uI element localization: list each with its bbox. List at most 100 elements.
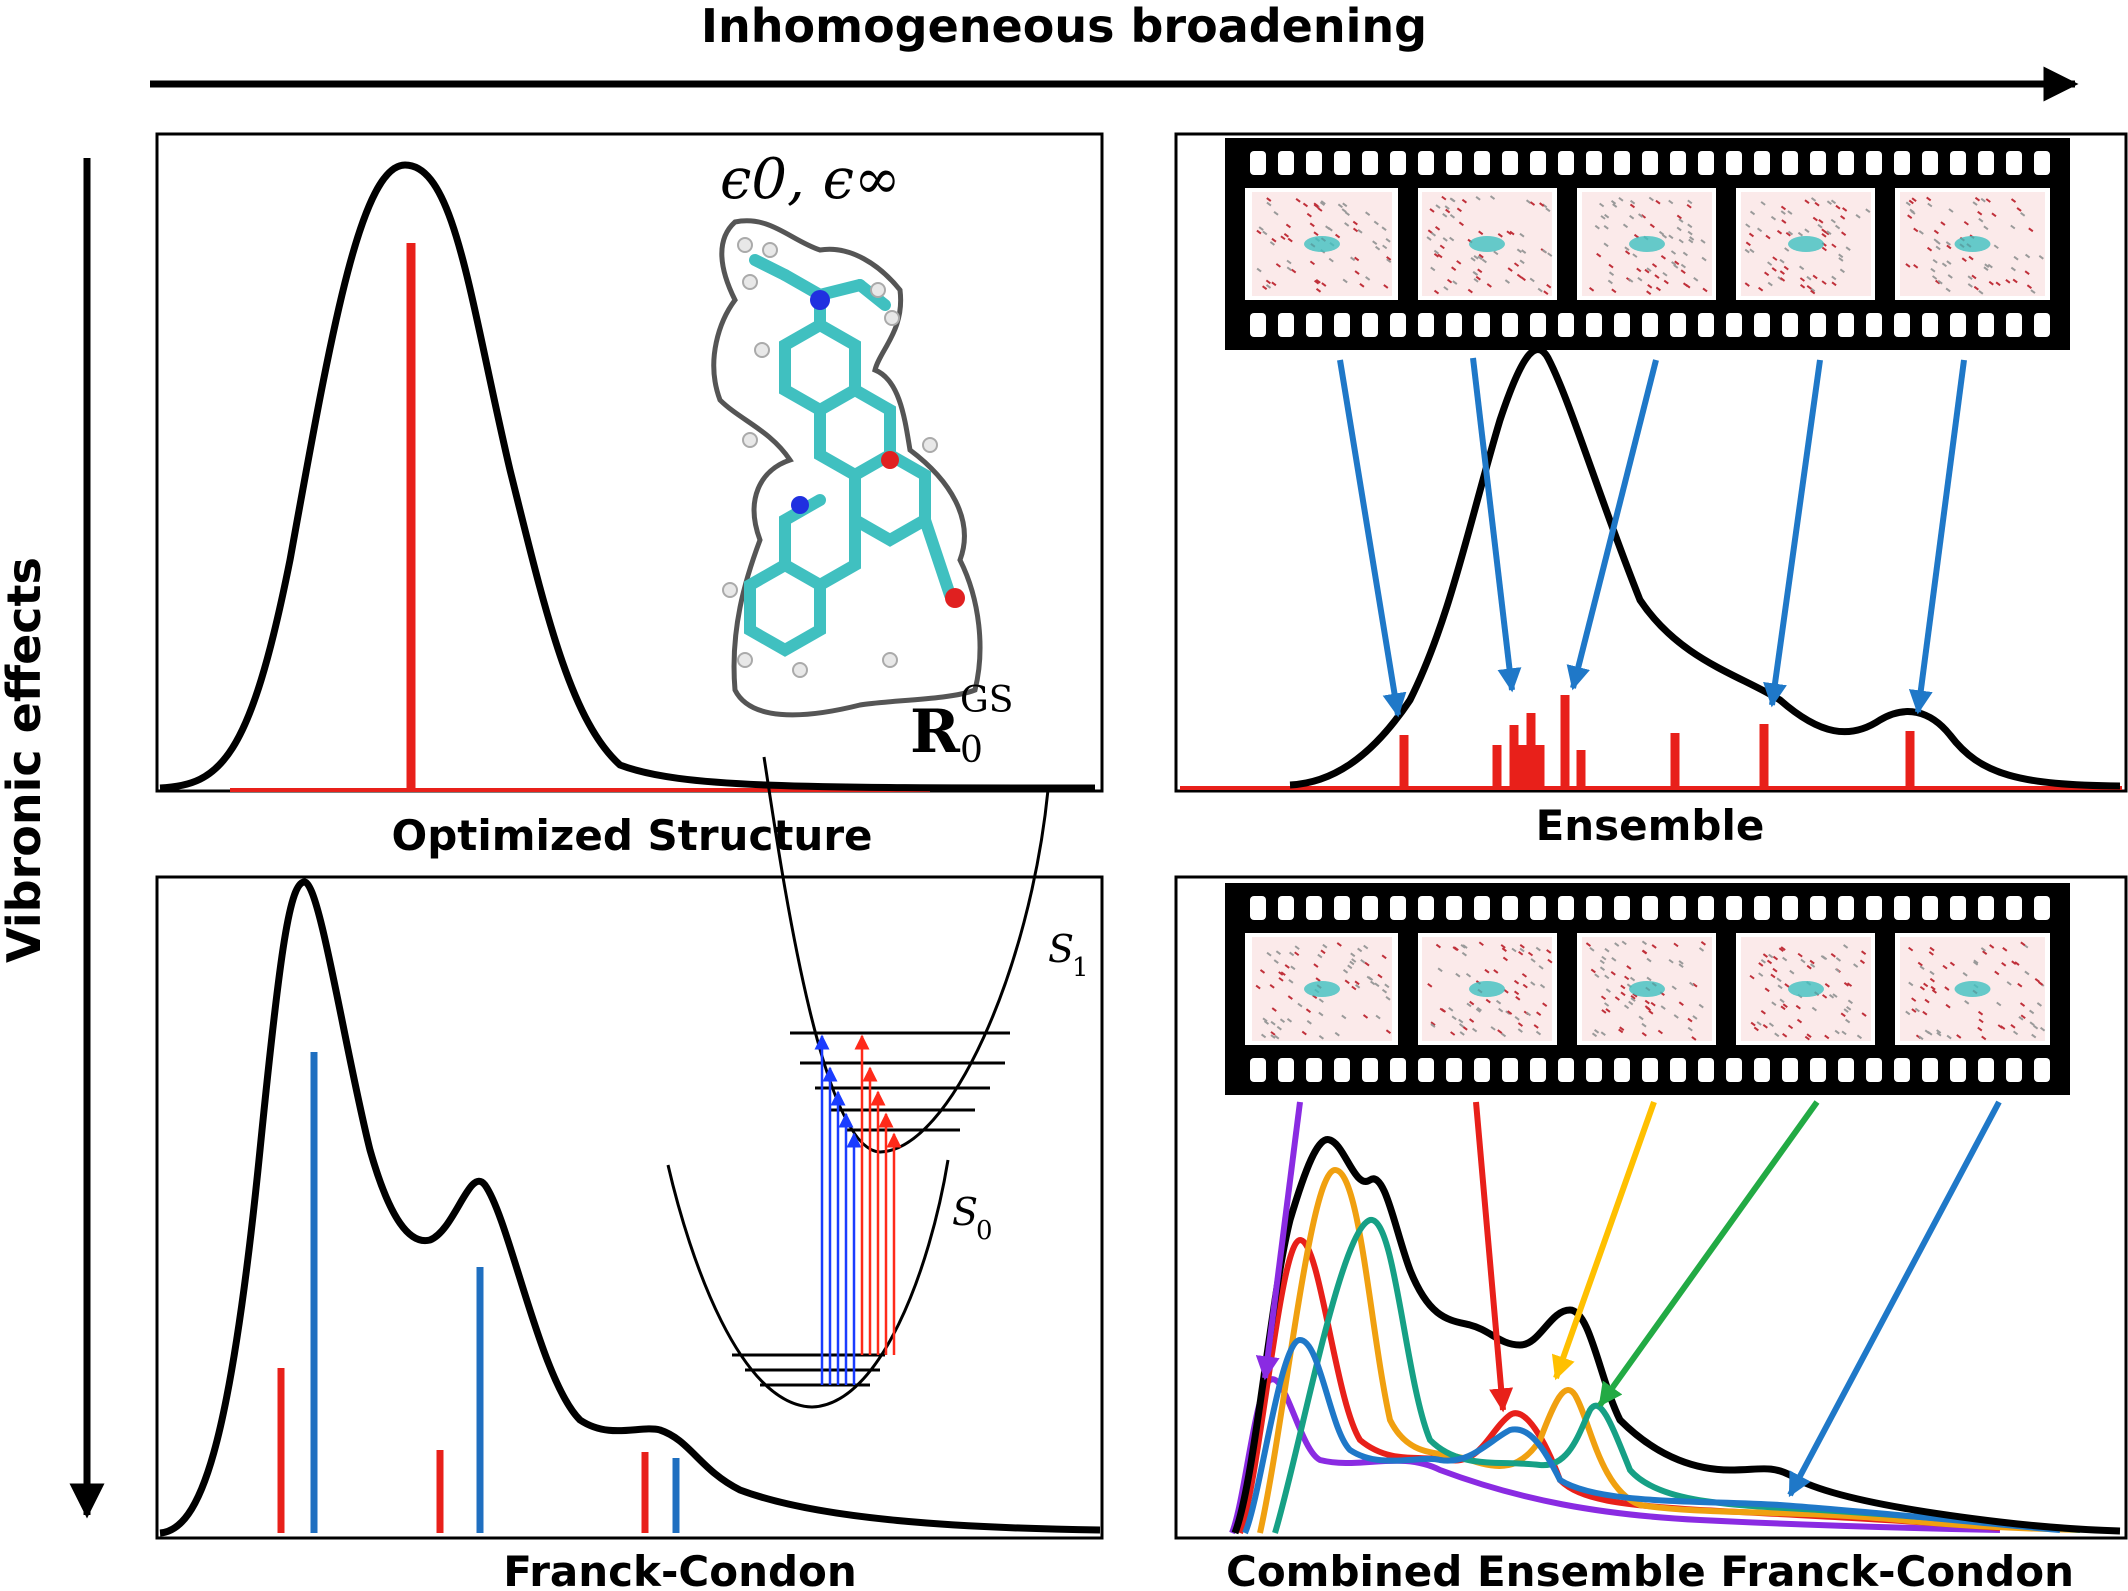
sprocket-hole — [1698, 151, 1714, 175]
solvent-molecule — [1386, 256, 1392, 261]
solvent-molecule — [1756, 1021, 1762, 1026]
solvent-molecule — [1911, 997, 1917, 1002]
solvent-molecule — [1271, 237, 1277, 243]
solvent-molecule — [1996, 1001, 2002, 1007]
solvent-molecule — [1685, 283, 1691, 289]
solvent-molecule — [1461, 951, 1467, 957]
solvent-molecule — [1382, 244, 1388, 250]
solvent-molecule — [1530, 981, 1536, 986]
solvent-molecule — [1993, 244, 1999, 250]
sprocket-hole — [2034, 313, 2050, 337]
solvent-molecule — [1429, 208, 1435, 213]
panel-caption-combined-ensemble-franck-condon: Combined Ensemble Franck-Condon — [1226, 1547, 2074, 1591]
solvent-molecule — [1701, 256, 1707, 262]
solvent-molecule — [1831, 275, 1837, 281]
solvent-molecule — [2010, 266, 2016, 272]
solvent-molecule — [1435, 943, 1441, 949]
solvent-molecule — [1973, 960, 1979, 966]
solvent-molecule — [1804, 199, 1810, 204]
sprocket-hole — [1726, 313, 1742, 337]
film-strip-icon — [1225, 883, 2070, 1095]
solvent-molecule — [1350, 256, 1356, 262]
sprocket-hole — [2034, 896, 2050, 920]
solvent-molecule — [1599, 959, 1605, 965]
sprocket-hole — [1754, 1058, 1770, 1082]
sprocket-hole — [1866, 151, 1882, 175]
solvent-molecule — [1646, 267, 1652, 272]
solvent-molecule — [1262, 1017, 1268, 1023]
solvent-molecule — [1686, 203, 1692, 209]
solvent-molecule — [1320, 200, 1326, 205]
solvent-molecule — [1476, 1006, 1482, 1012]
solvent-molecule — [1745, 223, 1751, 228]
solvent-molecule — [1911, 197, 1917, 202]
solvent-molecule — [1988, 280, 1994, 286]
sprocket-hole — [1250, 151, 1266, 175]
solvent-molecule — [1624, 975, 1630, 981]
solvent-molecule — [1865, 208, 1871, 213]
sprocket-hole — [1334, 313, 1350, 337]
sprocket-hole — [1754, 313, 1770, 337]
solvent-molecule — [1351, 958, 1357, 963]
solvent-molecule — [1258, 226, 1264, 231]
solvent-molecule — [1529, 277, 1535, 283]
solvent-molecule — [1676, 226, 1682, 232]
solvent-molecule — [1750, 1021, 1756, 1027]
solvent-molecule — [1430, 1021, 1436, 1026]
solvent-molecule — [1445, 208, 1451, 214]
solvent-molecule — [1673, 942, 1679, 948]
solvent-molecule — [1834, 1029, 1840, 1035]
solvent-molecule — [1908, 981, 1914, 987]
solvent-molecule — [1515, 996, 1521, 1001]
geometry-label-superscript: GS — [960, 680, 1013, 721]
solvent-molecule — [1608, 263, 1614, 269]
solvent-molecule — [1516, 273, 1523, 279]
solvent-molecule — [1845, 246, 1851, 251]
solvent-molecule — [1820, 955, 1826, 960]
solvent-molecule — [1366, 975, 1372, 981]
solvent-molecule — [1630, 994, 1636, 1000]
solvent-molecule — [1456, 207, 1462, 213]
solvent-molecule — [1646, 290, 1652, 295]
solvent-molecule — [1521, 973, 1528, 978]
solvent-molecule — [1624, 246, 1630, 251]
solvent-molecule — [1381, 954, 1387, 960]
sprocket-hole — [1670, 896, 1686, 920]
solvent-molecule — [1782, 1003, 1788, 1009]
solvent-molecule — [1309, 260, 1316, 266]
sprocket-hole — [1474, 1058, 1490, 1082]
solvent-molecule — [1908, 946, 1914, 952]
solvent-molecule — [1963, 220, 1969, 226]
solvent-molecule — [1344, 222, 1350, 227]
solvent-molecule — [1385, 1029, 1392, 1035]
solvent-molecule — [1663, 279, 1669, 285]
sprocket-hole — [2006, 896, 2022, 920]
sprocket-hole — [1838, 151, 1854, 175]
solvent-molecule — [1446, 278, 1453, 284]
solvent-molecule — [2039, 1026, 2046, 1032]
solvent-molecule — [1779, 998, 1785, 1004]
solvent-molecule — [1764, 271, 1770, 277]
solvent-molecule — [1784, 983, 1790, 988]
solvent-molecule — [1780, 205, 1787, 211]
solvent-molecule — [1288, 979, 1294, 984]
solvent-molecule — [1517, 1028, 1523, 1033]
solvent-molecule — [1271, 1007, 1277, 1012]
sprocket-hole — [1614, 896, 1630, 920]
solvent-molecule — [1601, 955, 1607, 961]
sprocket-hole — [1894, 313, 1910, 337]
solvent-molecule — [1700, 941, 1706, 946]
sprocket-hole — [1362, 896, 1378, 920]
solvent-molecule — [1522, 983, 1528, 989]
solute-molecule — [1788, 236, 1824, 252]
sprocket-hole — [1754, 151, 1770, 175]
horizontal-axis-label: Inhomogeneous broadening — [701, 0, 1427, 53]
solvent-molecule — [1265, 284, 1272, 289]
solvent-molecule — [1285, 223, 1292, 229]
solvent-molecule — [1475, 196, 1481, 201]
sprocket-hole — [1418, 1058, 1434, 1082]
solvent-molecule — [1797, 952, 1803, 958]
solvent-molecule — [1908, 199, 1914, 205]
solvent-molecule — [1498, 1007, 1504, 1013]
sprocket-hole — [1782, 1058, 1798, 1082]
